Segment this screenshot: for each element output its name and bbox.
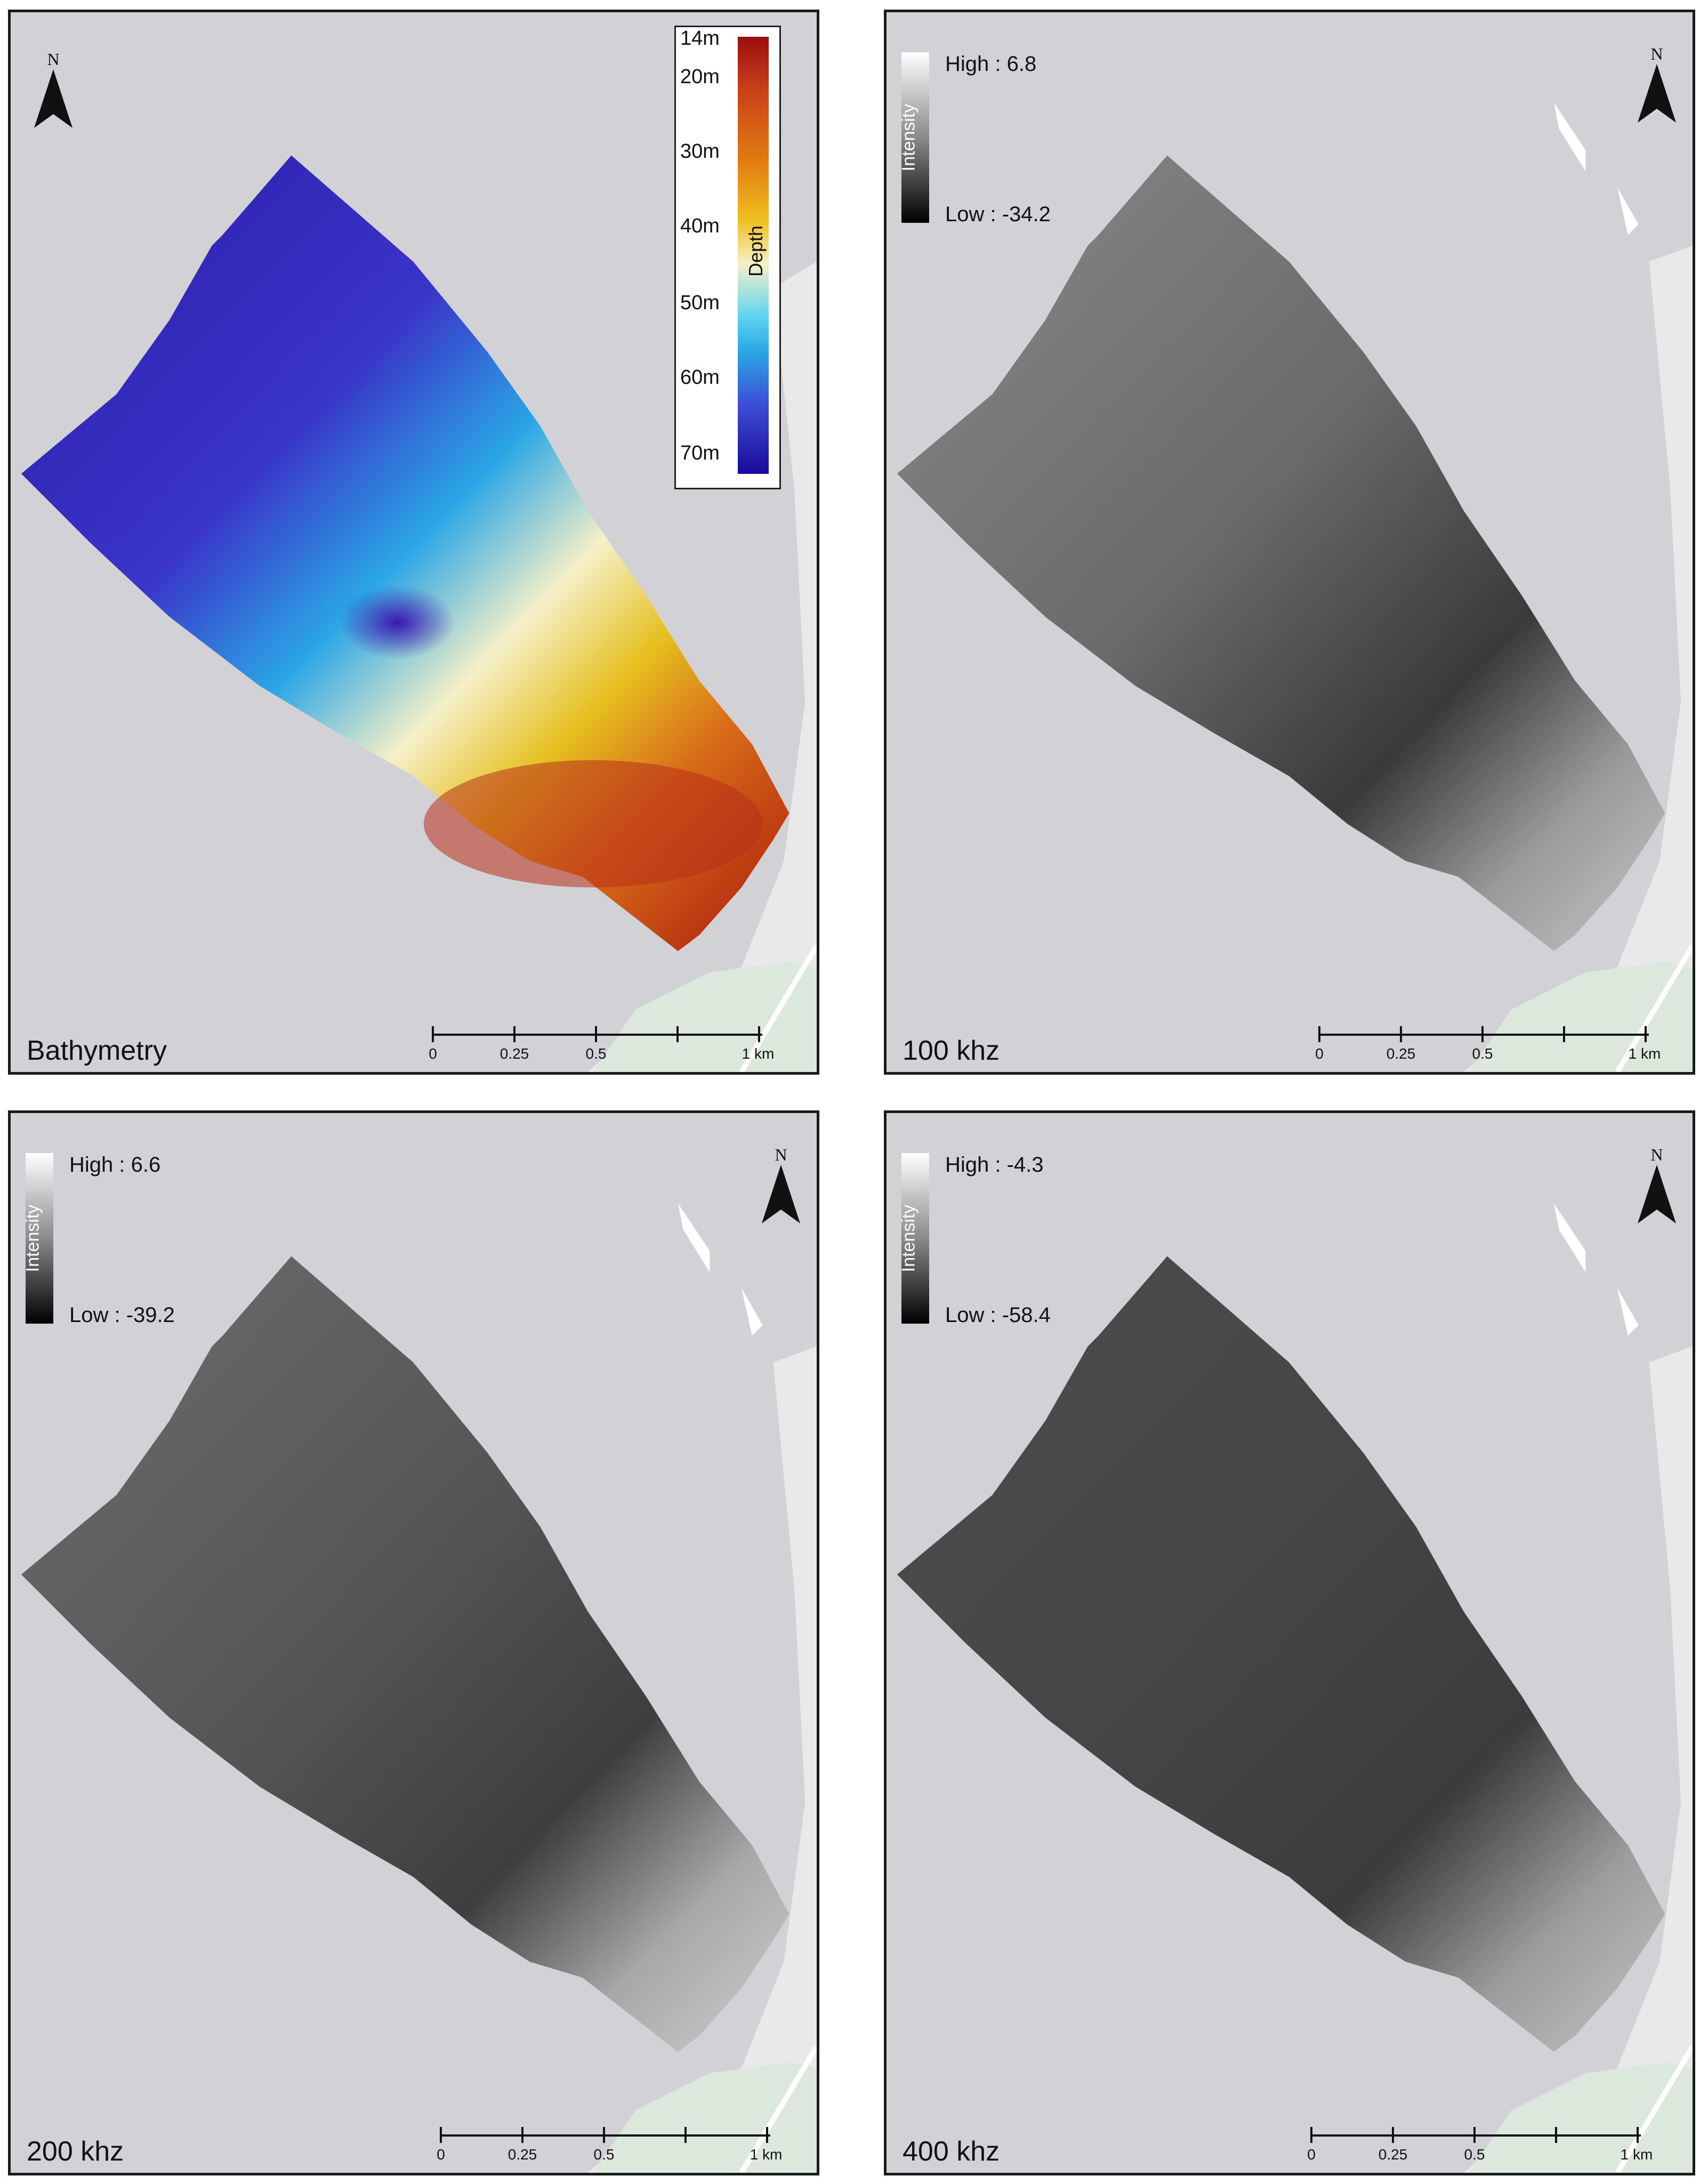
scale-label: 0 bbox=[1315, 1045, 1324, 1062]
map-panel-200khz: Intensity High : 6.6 Low : -39.2 N 0 0.2… bbox=[8, 1110, 819, 2175]
intensity-color-ramp bbox=[26, 1153, 53, 1324]
scale-label: 0 bbox=[1307, 2146, 1316, 2163]
road bbox=[739, 2045, 817, 2173]
depth-tick-label: 70m bbox=[680, 442, 720, 464]
intensity-color-ramp bbox=[901, 1153, 929, 1324]
scale-label: 0.25 bbox=[499, 1045, 529, 1062]
depth-color-ramp bbox=[738, 37, 769, 474]
island bbox=[1553, 1203, 1586, 1272]
survey-area bbox=[897, 1256, 1665, 2052]
scale-label: 0.5 bbox=[1464, 2146, 1485, 2163]
legend-low-value: Low : -34.2 bbox=[945, 203, 1051, 226]
north-arrow: N bbox=[1635, 1145, 1678, 1226]
panel-title: 100 khz bbox=[903, 1035, 1000, 1066]
legend-low-value: Low : -58.4 bbox=[945, 1303, 1051, 1327]
scale-label: 1 km bbox=[1628, 1045, 1661, 1062]
backscatter-map-200khz bbox=[21, 1203, 817, 2173]
scale-bar: 0 0.25 0.5 1 km bbox=[1315, 1019, 1661, 1067]
scale-label: 1 km bbox=[742, 1045, 775, 1062]
survey-area bbox=[21, 1256, 789, 2052]
island bbox=[1617, 187, 1639, 235]
scale-label: 0.25 bbox=[1386, 1045, 1416, 1062]
depth-tick-label: 20m bbox=[680, 66, 720, 88]
road bbox=[1615, 944, 1693, 1072]
island bbox=[1617, 1288, 1639, 1336]
backscatter-map-400khz bbox=[897, 1203, 1693, 2173]
panel-title: 400 khz bbox=[903, 2136, 1000, 2167]
road bbox=[1615, 2045, 1693, 2173]
bathymetry-map bbox=[21, 155, 817, 1072]
map-panel-400khz: Intensity High : -4.3 Low : -58.4 N 0 0.… bbox=[884, 1110, 1695, 2175]
map-panel-bathymetry: 14m 20m 30m 40m 50m 60m 70m Depth N 0 0.… bbox=[8, 10, 819, 1075]
scale-bar: 0 0.25 0.5 1 km bbox=[437, 2119, 782, 2167]
depth-tick-label: 40m bbox=[680, 215, 720, 237]
scale-label: 0.5 bbox=[1472, 1045, 1493, 1062]
scale-label: 1 km bbox=[1620, 2146, 1653, 2163]
depth-legend-title: Depth bbox=[745, 225, 767, 277]
scale-bar: 0 0.25 0.5 1 km bbox=[1307, 2119, 1653, 2167]
island bbox=[1553, 102, 1586, 172]
scale-label: 0.5 bbox=[585, 1045, 607, 1062]
intensity-legend-title: Intensity bbox=[898, 1204, 919, 1272]
north-label: N bbox=[47, 50, 60, 69]
intensity-legend-title: Intensity bbox=[898, 103, 919, 172]
north-arrow-icon bbox=[1638, 64, 1676, 123]
depth-tick-label: 14m bbox=[680, 27, 720, 50]
scale-label: 1 km bbox=[750, 2146, 783, 2163]
north-arrow-icon bbox=[34, 69, 72, 128]
north-label: N bbox=[1650, 1145, 1663, 1164]
backscatter-map-100khz bbox=[897, 102, 1693, 1072]
scale-label: 0 bbox=[429, 1045, 437, 1062]
intensity-color-ramp bbox=[901, 52, 929, 223]
scale-label: 0 bbox=[437, 2146, 445, 2163]
north-arrow-icon bbox=[1638, 1165, 1676, 1223]
depression bbox=[339, 585, 456, 659]
scale-label: 0.25 bbox=[507, 2146, 537, 2163]
north-label: N bbox=[1650, 44, 1663, 63]
depth-legend: 14m 20m 30m 40m 50m 60m 70m Depth bbox=[674, 26, 781, 489]
panel-title: 200 khz bbox=[27, 2136, 124, 2167]
depth-tick-label: 60m bbox=[680, 366, 720, 389]
scale-label: 0.25 bbox=[1378, 2146, 1408, 2163]
north-label: N bbox=[775, 1145, 787, 1164]
legend-high-value: High : 6.8 bbox=[945, 52, 1037, 76]
map-panel-100khz: Intensity High : 6.8 Low : -34.2 N 0 0.2… bbox=[884, 10, 1695, 1075]
scale-label: 0.5 bbox=[593, 2146, 615, 2163]
north-arrow: N bbox=[32, 50, 75, 131]
intensity-legend-title: Intensity bbox=[22, 1204, 43, 1272]
survey-area bbox=[897, 155, 1665, 952]
legend-low-value: Low : -39.2 bbox=[69, 1303, 175, 1327]
survey-area bbox=[21, 155, 789, 952]
scale-bar: 0 0.25 0.5 1 km bbox=[429, 1019, 774, 1067]
north-arrow: N bbox=[1635, 44, 1678, 125]
panel-title: Bathymetry bbox=[27, 1035, 167, 1066]
depth-tick-label: 50m bbox=[680, 292, 720, 314]
island bbox=[741, 1288, 763, 1336]
legend-high-value: High : -4.3 bbox=[945, 1153, 1044, 1176]
legend-high-value: High : 6.6 bbox=[69, 1153, 161, 1176]
road bbox=[739, 944, 817, 1072]
island bbox=[678, 1203, 710, 1272]
depth-tick-label: 30m bbox=[680, 140, 720, 163]
north-arrow: N bbox=[760, 1145, 802, 1226]
north-arrow-icon bbox=[762, 1165, 800, 1223]
rough-seafloor bbox=[423, 760, 763, 888]
